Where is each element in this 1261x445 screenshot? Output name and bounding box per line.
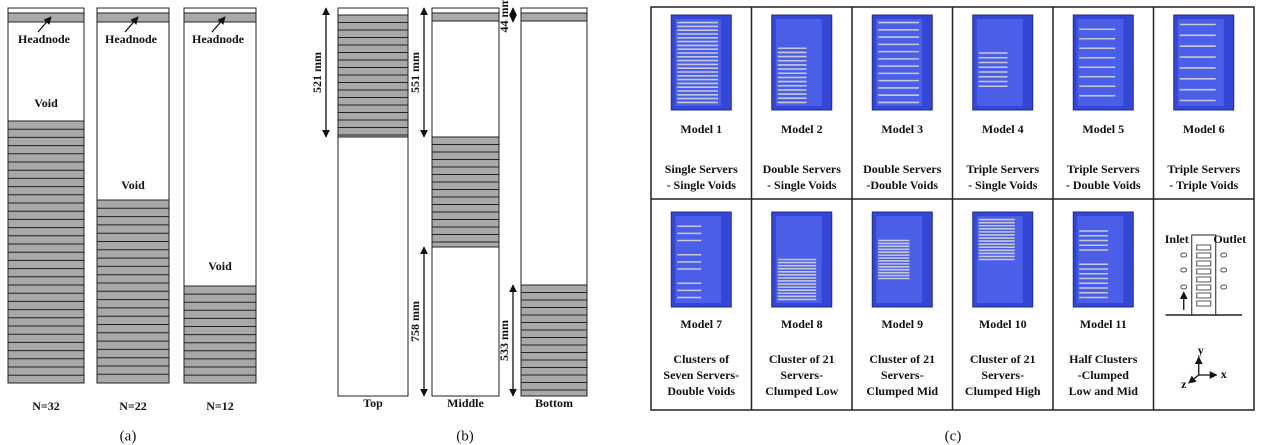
server-icon — [1197, 277, 1211, 282]
server-icon — [1197, 293, 1211, 298]
label: Servers- — [881, 368, 924, 382]
model-panel — [876, 216, 922, 303]
vent — [1221, 285, 1227, 289]
label: z — [1181, 377, 1187, 391]
label: N=12 — [206, 399, 234, 413]
label: Clumped Low — [765, 384, 838, 398]
headnode — [521, 13, 587, 21]
vent — [1221, 268, 1227, 272]
label: Void — [121, 178, 145, 192]
figure: Headnode Void N=32 Headnode Void N=22 Headnode… — [0, 0, 1261, 445]
label: Bottom — [535, 396, 573, 410]
label: 758 mm — [408, 301, 422, 342]
label: Model 8 — [781, 317, 823, 331]
server-stack — [338, 15, 408, 137]
vent — [1181, 268, 1187, 272]
label: (b) — [456, 428, 474, 444]
label: (a) — [120, 428, 137, 444]
label: 521 mm — [310, 52, 324, 93]
label: 551 mm — [408, 52, 422, 93]
server-icon — [1197, 269, 1211, 274]
model-panel — [1077, 216, 1123, 303]
vent — [1181, 253, 1187, 257]
label: Model 10 — [979, 317, 1027, 331]
label: - Double Voids — [1066, 178, 1141, 192]
headnode — [184, 13, 256, 22]
label: -Double Voids — [866, 178, 938, 192]
label: - Triple Voids — [1169, 178, 1238, 192]
label: Half Clusters — [1069, 352, 1138, 366]
label: Model 3 — [881, 122, 923, 136]
label: Model 11 — [1080, 317, 1127, 331]
server-icon — [1197, 285, 1211, 290]
label: - Single Voids — [667, 178, 737, 192]
label: Model 4 — [982, 122, 1024, 136]
headnode — [8, 13, 84, 22]
label: - Single Voids — [968, 178, 1038, 192]
label: Triple Servers — [966, 162, 1039, 176]
label: x — [1221, 367, 1227, 381]
server-icon — [1197, 261, 1211, 266]
label: Cluster of 21 — [970, 352, 1036, 366]
server-stack — [521, 285, 587, 396]
headnode — [97, 13, 169, 22]
label: Model 5 — [1082, 122, 1124, 136]
label: 533 mm — [497, 320, 511, 361]
label: y — [1198, 343, 1204, 357]
label: Headnode — [105, 32, 158, 46]
label: Clusters of — [673, 352, 730, 366]
label: Cluster of 21 — [769, 352, 835, 366]
label: Outlet — [1213, 232, 1246, 246]
label: Top — [363, 396, 383, 410]
server-stack — [432, 137, 499, 247]
rack-outline — [1192, 235, 1216, 315]
label: Inlet — [1165, 232, 1189, 246]
label: Cluster of 21 — [869, 352, 935, 366]
label: Triple Servers — [1167, 162, 1240, 176]
arrow — [1189, 375, 1199, 383]
headnode — [432, 13, 499, 21]
server-icon — [1197, 301, 1211, 306]
label: Triple Servers — [1067, 162, 1140, 176]
label: Double Voids — [667, 384, 735, 398]
label: Clumped High — [965, 384, 1041, 398]
label: - Single Voids — [767, 178, 837, 192]
label: (c) — [945, 428, 962, 444]
label: Middle — [447, 396, 484, 410]
label: Model 9 — [881, 317, 923, 331]
label: N=32 — [32, 399, 60, 413]
label: Seven Servers- — [663, 368, 739, 382]
label: Void — [34, 96, 58, 110]
model-panel — [1178, 19, 1224, 106]
label: Low and Mid — [1069, 384, 1139, 398]
label: Void — [208, 259, 232, 273]
model-panel — [876, 19, 922, 106]
server-icon — [1197, 253, 1211, 258]
label: Model 1 — [680, 122, 722, 136]
label: Model 2 — [781, 122, 823, 136]
label: Model 6 — [1183, 122, 1225, 136]
label: N=22 — [119, 399, 147, 413]
label: Servers- — [780, 368, 823, 382]
label: Headnode — [18, 32, 71, 46]
model-panel — [1077, 19, 1123, 106]
model-panel — [675, 19, 721, 106]
server-icon — [1197, 245, 1211, 250]
label: Single Servers — [665, 162, 738, 176]
label: 44 mm — [497, 0, 511, 33]
label: Double Servers — [763, 162, 842, 176]
label: Servers- — [981, 368, 1024, 382]
label: Double Servers — [863, 162, 942, 176]
label: Model 7 — [680, 317, 722, 331]
model-panel — [776, 19, 822, 106]
label: Clumped Mid — [866, 384, 938, 398]
label: -Clumped — [1078, 368, 1130, 382]
vent — [1181, 285, 1187, 289]
vent — [1221, 253, 1227, 257]
label: Headnode — [192, 32, 245, 46]
